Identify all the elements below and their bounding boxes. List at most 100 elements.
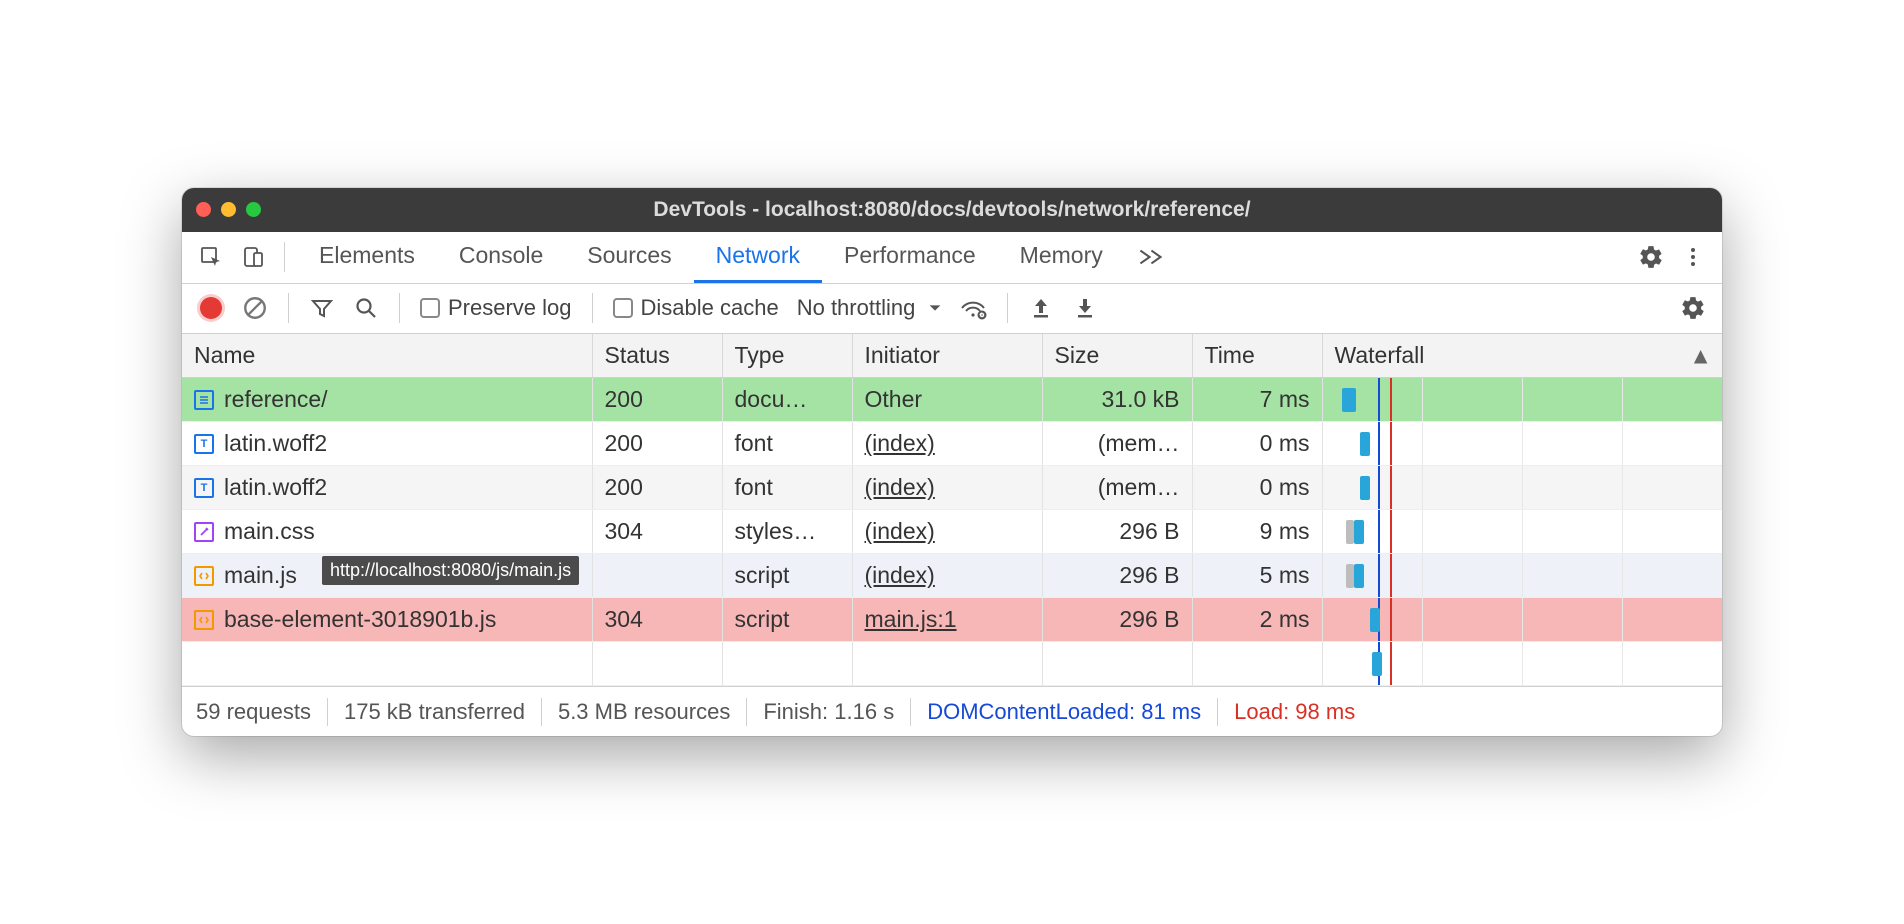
throttling-label: No throttling — [797, 295, 916, 321]
summary-dcl: DOMContentLoaded: 81 ms — [927, 699, 1201, 725]
waterfall-cell[interactable] — [1322, 554, 1722, 598]
font-file-icon: T — [194, 478, 214, 498]
cell-time: 5 ms — [1192, 554, 1322, 598]
status-bar: 59 requests 175 kB transferred 5.3 MB re… — [182, 686, 1722, 736]
close-button[interactable] — [196, 202, 211, 217]
summary-load: Load: 98 ms — [1234, 699, 1355, 725]
filter-icon[interactable] — [303, 289, 341, 327]
table-row[interactable]: main.jshttp://localhost:8080/js/main.js s… — [182, 554, 1722, 598]
cell-initiator[interactable]: (index) — [852, 510, 1042, 554]
divider — [399, 293, 400, 323]
checkbox-box — [420, 298, 440, 318]
cell-type: script — [722, 554, 852, 598]
col-initiator[interactable]: Initiator — [852, 334, 1042, 378]
table-row[interactable]: reference/200docu…Other31.0 kB7 ms — [182, 378, 1722, 422]
upload-har-icon[interactable] — [1022, 289, 1060, 327]
col-waterfall[interactable]: Waterfall ▲ — [1322, 334, 1722, 378]
cell-initiator[interactable]: main.js:1 — [852, 598, 1042, 642]
disable-cache-checkbox[interactable]: Disable cache — [607, 295, 785, 321]
initiator-link[interactable]: (index) — [865, 518, 935, 544]
cell-size: 296 B — [1042, 598, 1192, 642]
throttling-select[interactable]: No throttling — [791, 295, 950, 321]
cell-status — [592, 554, 722, 598]
col-name[interactable]: Name — [182, 334, 592, 378]
zoom-button[interactable] — [246, 202, 261, 217]
col-time[interactable]: Time — [1192, 334, 1322, 378]
cell-initiator[interactable]: (index) — [852, 422, 1042, 466]
settings-icon[interactable] — [1632, 238, 1670, 276]
window-title: DevTools - localhost:8080/docs/devtools/… — [182, 198, 1722, 222]
tab-memory[interactable]: Memory — [998, 232, 1125, 283]
summary-transferred: 175 kB transferred — [344, 699, 525, 725]
cell-initiator[interactable]: (index) — [852, 466, 1042, 510]
tab-elements[interactable]: Elements — [297, 232, 437, 283]
search-icon[interactable] — [347, 289, 385, 327]
cell-size: 296 B — [1042, 554, 1192, 598]
initiator-link[interactable]: main.js:1 — [865, 606, 957, 632]
cell-status: 200 — [592, 466, 722, 510]
tab-network[interactable]: Network — [694, 232, 822, 283]
waterfall-cell[interactable] — [1322, 466, 1722, 510]
table-row[interactable]: Tlatin.woff2200font(index)(mem…0 ms — [182, 422, 1722, 466]
minimize-button[interactable] — [221, 202, 236, 217]
network-conditions-icon[interactable] — [955, 289, 993, 327]
empty-cell — [852, 642, 1042, 686]
cell-name[interactable]: main.css — [182, 510, 592, 554]
request-name: main.css — [224, 518, 315, 545]
cell-name[interactable]: reference/ — [182, 378, 592, 422]
summary-requests: 59 requests — [196, 699, 311, 725]
waterfall-cell[interactable] — [1322, 598, 1722, 642]
divider — [327, 698, 328, 726]
checkbox-box — [613, 298, 633, 318]
download-har-icon[interactable] — [1066, 289, 1104, 327]
initiator-link[interactable]: (index) — [865, 430, 935, 456]
cell-size: (mem… — [1042, 422, 1192, 466]
waterfall-cell[interactable] — [1322, 642, 1722, 686]
cell-size: 296 B — [1042, 510, 1192, 554]
disable-cache-label: Disable cache — [641, 295, 779, 321]
initiator-link[interactable]: (index) — [865, 562, 935, 588]
divider — [1007, 293, 1008, 323]
request-name: latin.woff2 — [224, 474, 327, 501]
request-name: latin.woff2 — [224, 430, 327, 457]
divider — [541, 698, 542, 726]
col-status[interactable]: Status — [592, 334, 722, 378]
clear-icon[interactable] — [236, 289, 274, 327]
preserve-log-checkbox[interactable]: Preserve log — [414, 295, 578, 321]
network-settings-icon[interactable] — [1674, 289, 1712, 327]
table-row[interactable]: base-element-3018901b.js304scriptmain.js… — [182, 598, 1722, 642]
cell-type: font — [722, 422, 852, 466]
col-type[interactable]: Type — [722, 334, 852, 378]
cell-size: 31.0 kB — [1042, 378, 1192, 422]
cell-status: 304 — [592, 598, 722, 642]
cell-name[interactable]: base-element-3018901b.js — [182, 598, 592, 642]
divider — [592, 293, 593, 323]
cell-name[interactable]: main.jshttp://localhost:8080/js/main.js — [182, 554, 592, 598]
tab-performance[interactable]: Performance — [822, 232, 998, 283]
cell-name[interactable]: Tlatin.woff2 — [182, 422, 592, 466]
table-row[interactable]: main.css304styles…(index)296 B9 ms — [182, 510, 1722, 554]
waterfall-cell[interactable] — [1322, 510, 1722, 554]
js-file-icon — [194, 566, 214, 586]
kebab-menu-icon[interactable] — [1674, 238, 1712, 276]
table-header-row: Name Status Type Initiator Size Time Wat… — [182, 334, 1722, 378]
table-row[interactable]: Tlatin.woff2200font(index)(mem…0 ms — [182, 466, 1722, 510]
device-toolbar-icon[interactable] — [234, 238, 272, 276]
initiator-link[interactable]: (index) — [865, 474, 935, 500]
divider — [1217, 698, 1218, 726]
summary-resources: 5.3 MB resources — [558, 699, 730, 725]
cell-status: 200 — [592, 422, 722, 466]
record-button[interactable] — [192, 289, 230, 327]
empty-cell — [722, 642, 852, 686]
waterfall-cell[interactable] — [1322, 378, 1722, 422]
tab-console[interactable]: Console — [437, 232, 565, 283]
col-size[interactable]: Size — [1042, 334, 1192, 378]
waterfall-cell[interactable] — [1322, 422, 1722, 466]
cell-name[interactable]: Tlatin.woff2 — [182, 466, 592, 510]
cell-type: font — [722, 466, 852, 510]
more-tabs-icon[interactable] — [1129, 238, 1167, 276]
inspect-element-icon[interactable] — [192, 238, 230, 276]
tab-sources[interactable]: Sources — [565, 232, 693, 283]
cell-type: docu… — [722, 378, 852, 422]
cell-initiator[interactable]: (index) — [852, 554, 1042, 598]
